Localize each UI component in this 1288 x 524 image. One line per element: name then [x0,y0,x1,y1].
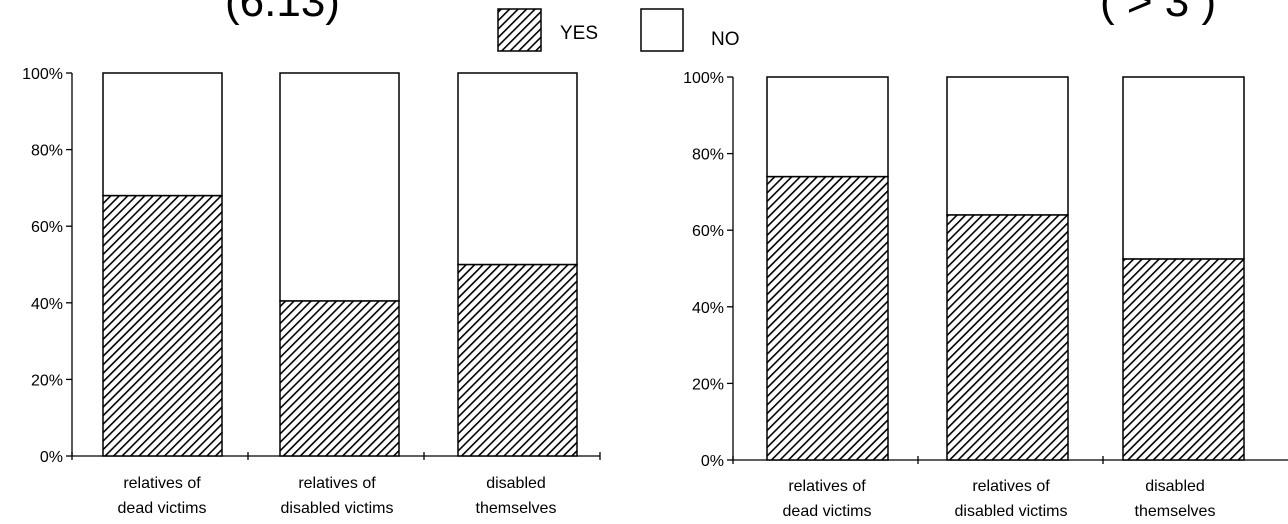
left-category-label: disabled victims [281,500,394,517]
right-chart-title-fragment: ( > 3 ) [1100,0,1216,26]
legend: YES NO [497,8,740,52]
left-y-tick-label: 80% [31,143,63,160]
left-category-label: themselves [476,500,557,517]
right-category-label: dead victims [783,503,872,520]
right-chart: 0% 20% 40% 60% 80% 100% relatives of dead victi… [683,70,1288,520]
right-category-label: themselves [1135,503,1216,520]
left-y-tick-label: 20% [31,372,63,389]
left-category-label: relatives of [298,475,376,492]
right-category-label: relatives of [972,478,1050,495]
legend-yes-label: YES [560,23,598,44]
left-chart: 0% 20% 40% 60% 80% 100% relatives of dead victi… [22,66,601,517]
left-y-tick-label: 100% [22,66,63,83]
right-y-tick-label: 80% [692,147,724,164]
right-y-tick-label: 0% [701,453,724,470]
left-category-label: dead victims [118,500,207,517]
legend-no-swatch [640,8,684,52]
left-category-label: disabled [486,475,546,492]
legend-yes-swatch [497,8,542,52]
left-bar-yes-2 [279,300,400,457]
right-y-tick-label: 40% [692,300,724,317]
right-y-tick-label: 100% [683,70,724,87]
left-y-tick-label: 0% [40,449,63,466]
legend-no-label: NO [711,29,740,50]
right-y-tick-label: 60% [692,223,724,240]
left-chart-title-fragment: (6.13) [225,0,340,26]
left-bar-no-1 [102,72,223,197]
right-bar-yes-2 [946,214,1069,461]
left-bar-yes-3 [457,263,578,457]
right-bar-yes-1 [766,175,889,461]
left-bar-yes-1 [102,194,223,457]
left-bar-no-2 [279,72,400,302]
right-bar-no-3 [1122,76,1245,260]
right-category-label: disabled victims [955,503,1068,520]
right-bar-no-2 [946,76,1069,216]
left-y-tick-label: 60% [31,219,63,236]
right-bar-yes-3 [1122,258,1245,461]
left-category-label: relatives of [123,475,201,492]
left-y-tick-label: 40% [31,296,63,313]
right-category-label: disabled [1145,478,1205,495]
right-bar-no-1 [766,76,889,178]
right-y-tick-label: 20% [692,376,724,393]
right-category-label: relatives of [788,478,866,495]
left-bar-no-3 [457,72,578,266]
